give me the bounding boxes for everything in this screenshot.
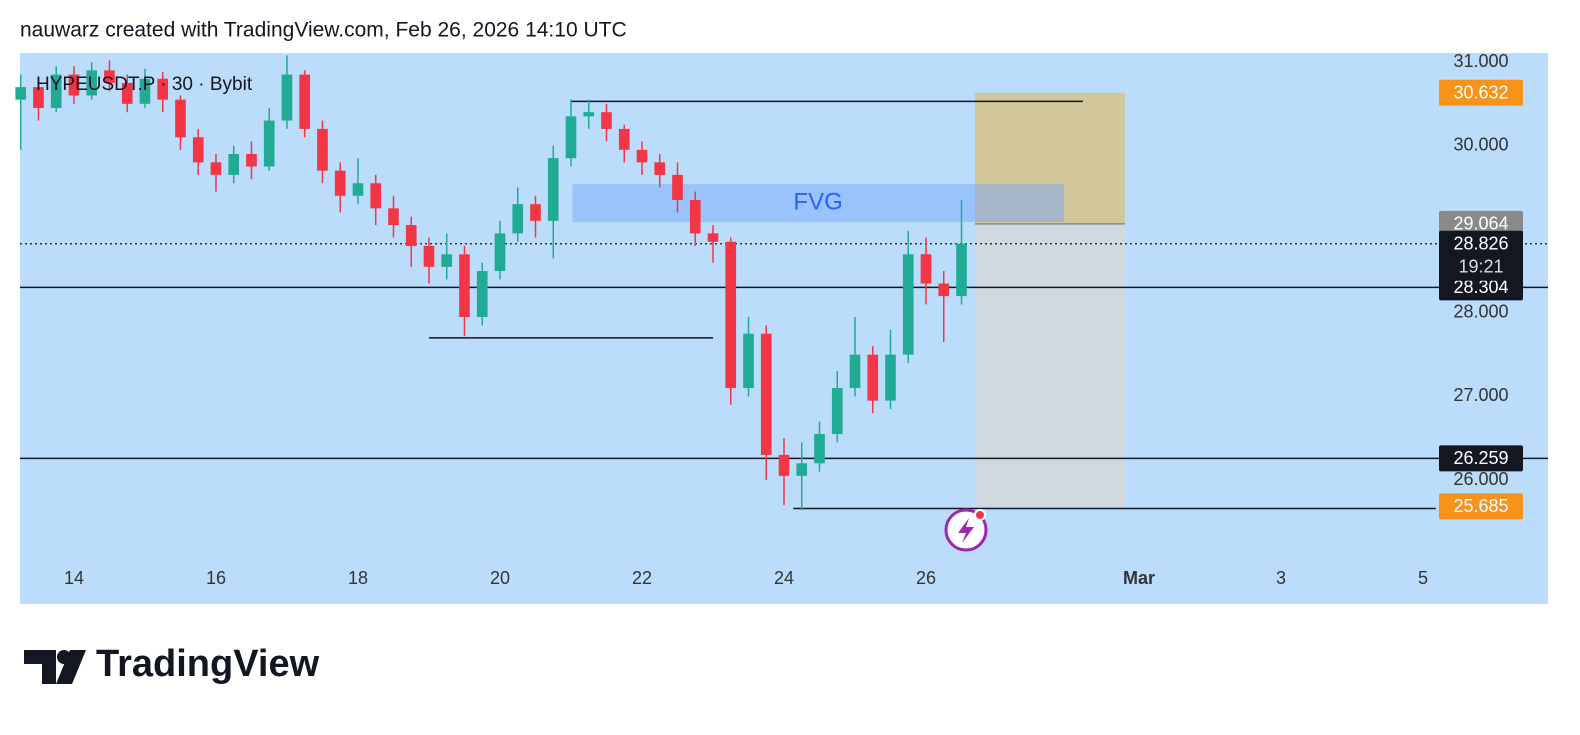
candle-body [441, 254, 453, 267]
alert-icon [944, 508, 988, 552]
candle-body [423, 245, 435, 267]
candle-body [459, 254, 470, 318]
candle-body [618, 128, 630, 150]
y-tick-label: 26.000 [1453, 469, 1508, 489]
brand: TradingView [96, 643, 320, 685]
x-tick-label: 18 [348, 568, 368, 588]
candle-body [299, 74, 311, 129]
x-tick-label: 24 [774, 568, 794, 588]
candle-body [50, 74, 62, 109]
candle-body [15, 87, 27, 100]
stop-label-box [1439, 79, 1523, 106]
fvg-label: FVG [793, 188, 842, 215]
candle-body [760, 333, 772, 455]
candle-body [192, 137, 204, 163]
x-tick-label: 22 [632, 568, 652, 588]
candle-body [565, 116, 577, 159]
chart-background [20, 53, 1548, 604]
candle-body [175, 99, 186, 138]
candle-body [743, 333, 754, 389]
candle-body [601, 112, 612, 129]
stop-label: 30.632 [1453, 83, 1508, 103]
candle-body [530, 204, 541, 221]
x-tick-label: Mar [1123, 568, 1155, 588]
last-price-label: 28.826 [1453, 234, 1508, 254]
target-label: 25.685 [1453, 496, 1508, 516]
symbol-title: HYPEUSDT.P · 30 · Bybit [36, 74, 253, 95]
candle-body [547, 158, 559, 221]
x-tick-label: 26 [916, 568, 936, 588]
plot: FVG 31.000 30.000 28.000 27.000 26.000 14 16 18 2… [15, 51, 1548, 588]
candle-body [405, 225, 417, 246]
candle-body [157, 78, 169, 100]
candle-body [139, 78, 151, 104]
candle-body [228, 153, 240, 175]
x-tick-label: 3 [1276, 568, 1286, 588]
x-tick-label: 5 [1418, 568, 1428, 588]
level-label-box [1439, 445, 1523, 472]
candle-body [281, 74, 293, 121]
candle-body [476, 271, 488, 318]
y-tick-label: 30.000 [1453, 134, 1508, 154]
entry-label-box [1439, 210, 1523, 237]
candle-body [334, 170, 346, 196]
x-tick-label: 14 [64, 568, 84, 588]
candle-body [583, 112, 595, 117]
candle-body [104, 70, 115, 83]
candle-body [920, 254, 932, 284]
candle-body [938, 283, 950, 297]
candle-body [317, 128, 328, 171]
position-target-zone [975, 223, 1125, 507]
candle-body [494, 233, 506, 272]
candle-body [370, 183, 382, 209]
candle-body [707, 233, 719, 242]
fvg-zone [572, 184, 1064, 223]
y-tick-label: 27.000 [1453, 385, 1508, 405]
candle-body [86, 70, 98, 96]
countdown: 19:21 [1458, 257, 1503, 277]
candle-body [672, 174, 683, 200]
candle-body [68, 74, 80, 96]
candle-body [512, 204, 524, 234]
candle-body [689, 199, 701, 234]
candle-body [814, 434, 825, 464]
candle-body [263, 120, 275, 167]
candle-body [210, 162, 222, 175]
candle-body [388, 208, 399, 226]
level-label: 28.304 [1453, 277, 1508, 297]
candle-body [654, 162, 666, 175]
candle-body [636, 149, 648, 163]
candle-body [849, 354, 861, 389]
x-tick-label: 16 [206, 568, 226, 588]
header: nauwarz created with TradingView.com, Fe… [20, 19, 627, 42]
x-tick-label: 20 [490, 568, 510, 588]
last-price-box [1439, 230, 1523, 281]
candle-body [246, 153, 257, 167]
candle-body [121, 82, 133, 104]
y-tick-label: 31.000 [1453, 51, 1508, 71]
candle-body [885, 354, 896, 401]
target-label-box [1439, 493, 1523, 520]
candle-body [778, 454, 790, 476]
logo: TradingView [24, 643, 320, 685]
y-tick-label: 28.000 [1453, 302, 1508, 322]
candle-body [867, 354, 879, 401]
entry-label: 29.064 [1453, 214, 1508, 234]
candle-body [902, 254, 914, 355]
candle-body [33, 87, 44, 109]
level-label: 26.259 [1453, 448, 1508, 468]
candle-body [956, 243, 967, 297]
candle-body [725, 241, 737, 389]
level-label-box [1439, 274, 1523, 301]
candle-body [796, 463, 808, 476]
candle-body [831, 388, 843, 435]
candle-body [352, 183, 364, 196]
